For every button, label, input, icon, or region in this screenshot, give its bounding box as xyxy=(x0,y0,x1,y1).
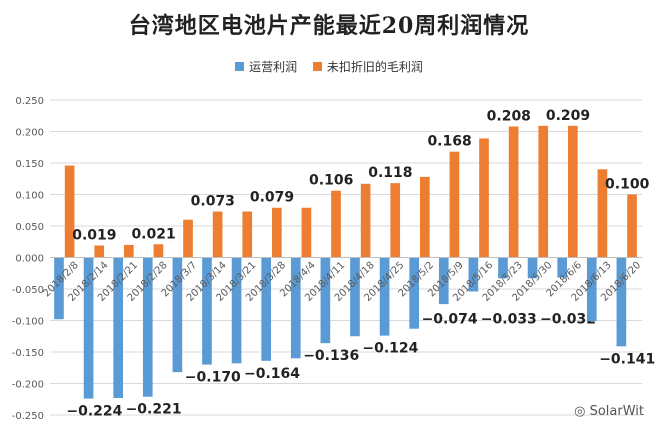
data-label: −0.170 xyxy=(185,370,241,386)
legend: 运营利润 未扣折旧的毛利润 xyxy=(0,58,658,75)
bar-operating-profit xyxy=(261,257,271,361)
data-label: −0.221 xyxy=(126,402,182,418)
bar-operating-profit xyxy=(409,257,419,329)
data-label: −0.224 xyxy=(66,404,122,420)
bar-gross-profit xyxy=(390,183,401,258)
bar-gross-profit xyxy=(331,190,341,258)
data-label: −0.032 xyxy=(540,312,596,328)
bar-gross-profit xyxy=(124,244,134,258)
bar-gross-profit xyxy=(420,176,430,258)
data-label: 0.209 xyxy=(546,108,590,124)
bar-gross-profit xyxy=(212,211,223,258)
y-tick-label: -0.200 xyxy=(12,380,44,391)
bar-gross-profit xyxy=(568,125,578,258)
data-label: −0.136 xyxy=(303,348,359,364)
bar-operating-profit xyxy=(142,257,153,397)
bar-gross-profit xyxy=(242,211,253,258)
data-label: 0.021 xyxy=(131,226,175,242)
bar-gross-profit xyxy=(301,207,312,258)
bar-operating-profit xyxy=(616,257,627,347)
y-tick-label: -0.150 xyxy=(12,348,44,359)
bar-gross-profit xyxy=(272,207,282,258)
data-label: 0.073 xyxy=(191,194,235,210)
y-tick-label: 0.250 xyxy=(15,96,44,107)
y-tick-label: 0.100 xyxy=(15,191,44,202)
watermark-text: SolarWit xyxy=(589,404,644,419)
y-tick-label: 0.150 xyxy=(15,159,44,170)
legend-item-operating-profit: 运营利润 xyxy=(235,58,297,75)
bar-operating-profit xyxy=(231,257,242,364)
bar-operating-profit xyxy=(586,257,597,322)
bar-gross-profit xyxy=(627,194,637,258)
bar-gross-profit xyxy=(479,138,489,258)
bar-gross-profit xyxy=(183,219,193,258)
legend-swatch-blue xyxy=(235,62,245,71)
watermark: ◎ SolarWit xyxy=(574,404,644,419)
bar-operating-profit xyxy=(320,257,331,344)
legend-item-gross-profit: 未扣折旧的毛利润 xyxy=(312,58,423,75)
legend-label: 未扣折旧的毛利润 xyxy=(326,60,423,74)
bar-operating-profit xyxy=(379,257,390,336)
data-label: 0.118 xyxy=(368,165,412,181)
bar-gross-profit xyxy=(94,245,105,258)
data-label: −0.033 xyxy=(481,312,537,328)
bar-operating-profit xyxy=(290,257,301,359)
bar-operating-profit xyxy=(468,257,479,292)
y-tick-label: 0.000 xyxy=(15,254,44,265)
data-label: −0.164 xyxy=(244,366,300,382)
bar-operating-profit xyxy=(113,257,123,398)
data-label: 0.079 xyxy=(250,190,294,206)
y-tick-label: -0.100 xyxy=(12,317,44,328)
bar-operating-profit xyxy=(438,257,449,305)
data-label: 0.208 xyxy=(487,108,531,124)
bar-operating-profit xyxy=(557,257,567,278)
bar-gross-profit xyxy=(538,125,549,258)
data-label: 0.106 xyxy=(309,173,353,189)
y-tick-label: -0.050 xyxy=(12,285,44,296)
data-label: −0.141 xyxy=(599,351,655,367)
data-label: 0.019 xyxy=(72,228,116,244)
bar-operating-profit xyxy=(350,257,360,337)
bar-gross-profit xyxy=(449,151,460,258)
legend-swatch-orange xyxy=(312,62,322,71)
y-tick-label: 0.050 xyxy=(15,222,44,233)
chart-title: 台湾地区电池片产能最近20周利润情况 xyxy=(128,13,530,39)
bar-gross-profit xyxy=(597,169,608,258)
legend-label: 运营利润 xyxy=(249,60,298,74)
bar-operating-profit xyxy=(498,257,508,279)
bar-operating-profit xyxy=(202,257,212,365)
bar-gross-profit xyxy=(153,244,164,258)
y-tick-label: -0.250 xyxy=(12,411,44,422)
y-tick-label: 0.200 xyxy=(15,128,44,139)
bar-operating-profit xyxy=(527,257,538,279)
bar-gross-profit xyxy=(64,165,75,258)
data-label: 0.168 xyxy=(427,134,471,150)
bar-gross-profit xyxy=(360,183,371,258)
bar-operating-profit xyxy=(172,257,183,373)
bar-gross-profit xyxy=(508,126,519,258)
data-label: 0.100 xyxy=(605,177,650,193)
bar-operating-profit xyxy=(54,257,64,320)
bar-operating-profit xyxy=(83,257,94,399)
data-label: −0.074 xyxy=(422,312,478,328)
data-label: −0.124 xyxy=(362,341,418,357)
